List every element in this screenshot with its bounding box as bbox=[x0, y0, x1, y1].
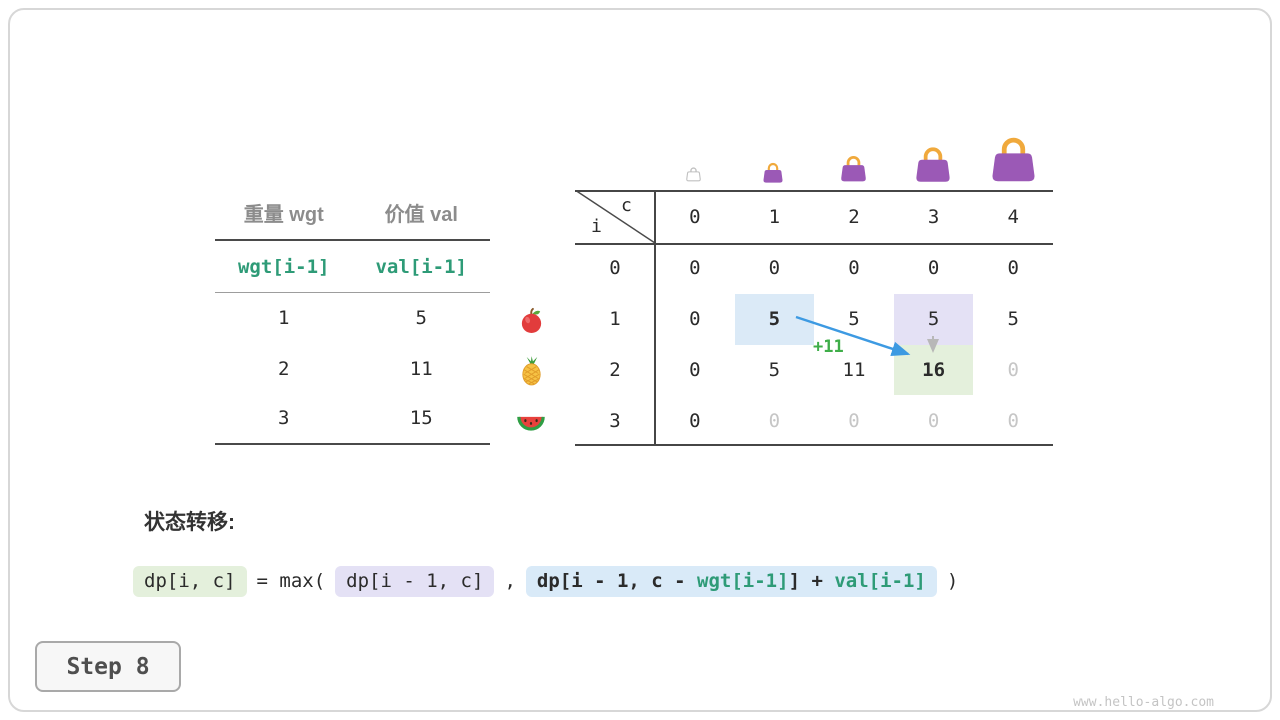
watermelon-icon bbox=[517, 407, 545, 437]
item-axis-label: i bbox=[591, 216, 602, 237]
weight-column-header: 重量 wgt bbox=[243, 204, 324, 226]
dp-table: c i 0 1 2 3 4 0 0 0 0 0 0 1 0 5 5 5 5 2 … bbox=[575, 190, 1053, 446]
formula-lhs-chip: dp[i, c] bbox=[133, 565, 247, 597]
dp-row-header-0: 0 bbox=[609, 257, 621, 280]
value-add-annotation: +11 bbox=[813, 337, 844, 357]
item-row-2: 2 11 bbox=[215, 344, 490, 395]
dp-cell-3-0: 0 bbox=[689, 409, 701, 432]
dp-cell-2-1: 5 bbox=[768, 358, 781, 381]
step-badge: Step 8 bbox=[35, 641, 181, 692]
pineapple-icon bbox=[517, 355, 545, 385]
dp-col-header-1: 1 bbox=[768, 205, 781, 228]
dp-table-vertical-rule bbox=[654, 190, 656, 446]
dp-cell-3-1: 0 bbox=[768, 409, 781, 432]
dp-corner-cell: c i bbox=[575, 190, 655, 243]
formula-option2-val: val[i-1] bbox=[834, 569, 926, 592]
dp-row-header-3: 3 bbox=[609, 409, 621, 432]
item-2-weight: 2 bbox=[278, 357, 290, 380]
dp-row-header-1: 1 bbox=[609, 308, 621, 331]
dp-cell-1-1-source-highlight: 5 bbox=[734, 293, 815, 345]
dp-cell-1-0: 0 bbox=[689, 308, 701, 331]
item-3-value: 15 bbox=[409, 407, 433, 430]
item-2-value: 11 bbox=[409, 357, 433, 380]
dp-cell-0-2: 0 bbox=[848, 257, 860, 280]
corner-diagonal-line bbox=[575, 190, 655, 243]
dp-cell-2-2: 11 bbox=[842, 358, 866, 381]
dp-col-header-4: 4 bbox=[1007, 205, 1019, 228]
dp-cell-1-3-above-highlight: 5 bbox=[893, 293, 974, 345]
bag-xlarge-icon bbox=[987, 136, 1040, 189]
dp-cell-0-4: 0 bbox=[1007, 257, 1019, 280]
dp-cell-1-4: 5 bbox=[1007, 308, 1019, 331]
dp-col-header-3: 3 bbox=[927, 205, 940, 228]
bag-small-icon bbox=[761, 162, 785, 189]
dp-cell-0-3: 0 bbox=[927, 257, 940, 280]
item-1-weight: 1 bbox=[278, 307, 290, 330]
formula-option2-prefix: dp[i - 1, c - bbox=[536, 569, 698, 592]
item-3-weight: 3 bbox=[278, 407, 290, 430]
dp-row-header-2: 2 bbox=[609, 358, 621, 381]
bag-medium-icon bbox=[838, 155, 869, 188]
item-1-value: 5 bbox=[415, 307, 427, 330]
formula-eq-max: = max( bbox=[256, 570, 326, 592]
dp-table-top-border bbox=[575, 190, 1053, 192]
dp-cell-0-0: 0 bbox=[689, 257, 701, 280]
item-row-1: 1 5 bbox=[215, 293, 490, 344]
dp-table-bottom-border bbox=[575, 444, 1053, 446]
transition-heading: 状态转移: bbox=[144, 511, 235, 534]
dp-col-header-0: 0 bbox=[689, 205, 701, 228]
dp-cell-3-2: 0 bbox=[848, 409, 860, 432]
dp-col-header-2: 2 bbox=[848, 205, 860, 228]
val-formula-cell: val[i-1] bbox=[375, 255, 467, 278]
bag-large-icon bbox=[912, 146, 954, 189]
dp-cell-3-4: 0 bbox=[1007, 409, 1019, 432]
dp-table-header-border bbox=[575, 243, 1053, 245]
transition-formula: dp[i, c] = max( dp[i - 1, c] , dp[i - 1,… bbox=[133, 560, 958, 602]
item-row-3: 3 15 bbox=[215, 394, 490, 445]
formula-option2-wgt: wgt[i-1] bbox=[697, 569, 789, 592]
wgt-formula-cell: wgt[i-1] bbox=[237, 255, 330, 278]
formula-option1-chip: dp[i - 1, c] bbox=[335, 565, 495, 597]
bag-empty-icon bbox=[685, 166, 702, 187]
apple-icon bbox=[517, 305, 545, 335]
site-watermark: www.hello-algo.com bbox=[1073, 695, 1214, 710]
value-column-header: 价值 val bbox=[384, 204, 458, 226]
formula-comma: , bbox=[504, 570, 516, 592]
capacity-axis-label: c bbox=[621, 195, 632, 216]
dp-cell-2-4: 0 bbox=[1007, 358, 1019, 381]
formula-option2-mid: ] + bbox=[788, 569, 835, 592]
dp-cell-0-1: 0 bbox=[768, 257, 781, 280]
item-table-header-row: 重量 wgt 价值 val bbox=[215, 186, 490, 241]
formula-close-paren: ) bbox=[946, 570, 959, 592]
item-table: 重量 wgt 价值 val wgt[i-1] val[i-1] 1 5 2 11… bbox=[215, 186, 490, 445]
formula-option2-chip: dp[i - 1, c - wgt[i-1]] + val[i-1] bbox=[525, 565, 937, 597]
dp-cell-2-0: 0 bbox=[689, 358, 701, 381]
item-table-formula-row: wgt[i-1] val[i-1] bbox=[215, 241, 490, 293]
dp-cell-2-3-current-highlight: 16 bbox=[893, 344, 974, 396]
dp-cell-3-3: 0 bbox=[927, 409, 940, 432]
